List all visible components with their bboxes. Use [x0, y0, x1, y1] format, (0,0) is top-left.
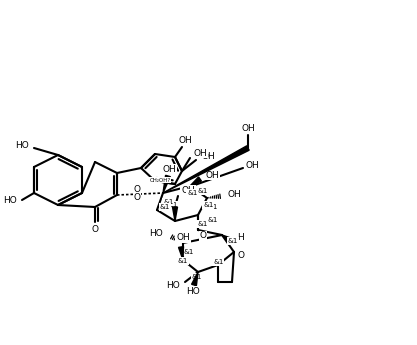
Text: HO: HO	[3, 196, 17, 205]
Text: &1: &1	[203, 202, 214, 208]
Text: &1: &1	[208, 204, 219, 210]
Polygon shape	[163, 175, 171, 193]
Text: OH: OH	[205, 170, 219, 179]
Text: O: O	[237, 250, 244, 259]
Text: H: H	[237, 234, 244, 243]
Text: &1: &1	[197, 221, 207, 227]
Text: &1: &1	[167, 202, 177, 208]
Text: &1: &1	[178, 258, 188, 264]
Text: O: O	[133, 185, 141, 194]
Text: OH: OH	[181, 186, 195, 195]
Text: &1: &1	[213, 259, 224, 265]
Text: &1: &1	[192, 274, 202, 280]
Text: &1: &1	[207, 217, 217, 223]
Text: O: O	[91, 226, 98, 235]
Text: &1: &1	[198, 188, 208, 194]
Polygon shape	[178, 247, 183, 260]
Text: OH: OH	[228, 189, 242, 198]
Text: OH: OH	[201, 151, 215, 160]
Polygon shape	[163, 146, 249, 193]
Text: HO: HO	[15, 140, 29, 149]
Text: OH: OH	[193, 148, 207, 158]
Text: HO: HO	[186, 286, 200, 296]
Text: OH: OH	[241, 124, 255, 132]
Polygon shape	[173, 207, 178, 221]
Text: O: O	[199, 231, 206, 240]
Polygon shape	[191, 272, 198, 286]
Text: &1: &1	[163, 199, 173, 205]
Text: O: O	[133, 193, 141, 201]
Text: HO: HO	[166, 282, 180, 290]
Text: &1: &1	[183, 249, 193, 255]
Polygon shape	[222, 235, 233, 243]
Text: OH: OH	[162, 165, 176, 174]
Text: &1: &1	[187, 190, 197, 196]
Text: CH₂OH?: CH₂OH?	[149, 177, 171, 183]
Text: HO: HO	[149, 228, 163, 237]
Text: &1: &1	[160, 204, 171, 210]
Polygon shape	[190, 177, 201, 186]
Text: OH: OH	[178, 136, 192, 145]
Text: OH: OH	[245, 160, 259, 169]
Text: OH: OH	[176, 234, 190, 243]
Text: &1: &1	[228, 238, 239, 244]
